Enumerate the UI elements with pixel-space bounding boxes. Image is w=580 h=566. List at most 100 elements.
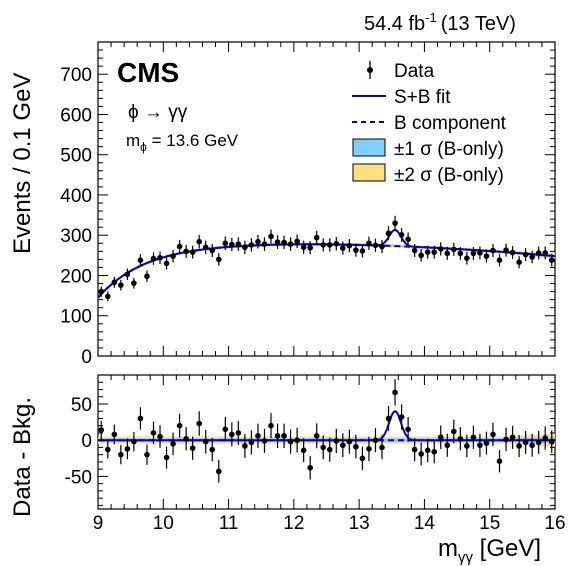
top-data-point: [477, 250, 483, 256]
top-data-point: [379, 243, 385, 250]
top-data-point: [470, 250, 477, 257]
y-axis-title-bottom: Data - Bkg.: [9, 397, 36, 517]
bottom-data-point: [385, 415, 392, 422]
y-top-tick-label: 100: [60, 307, 92, 328]
legend-label-b: B component: [394, 113, 507, 134]
legend-label-sb: S+B fit: [394, 87, 451, 108]
y-axis-title-top: Events / 0.1 GeV: [9, 73, 36, 254]
top-data-point: [529, 254, 535, 260]
top-data-point: [176, 243, 183, 250]
bottom-data-point: [392, 389, 398, 396]
axis-ticks: 9 10 11 12 13 14 15 160100200300400500600700-50…: [60, 42, 566, 534]
bottom-data-point: [104, 446, 111, 453]
x-tick-label: 14: [414, 513, 436, 534]
bottom-data-point: [242, 443, 248, 449]
legend-label-data: Data: [394, 61, 435, 82]
y-top-tick-label: 700: [60, 65, 92, 86]
top-data-point: [196, 238, 202, 245]
x-tick-label: 9: [93, 513, 104, 534]
top-data-point: [268, 233, 274, 240]
bottom-data-point: [255, 433, 261, 439]
top-data-point: [209, 247, 216, 254]
top-data-point: [496, 257, 503, 263]
top-data-point: [405, 236, 411, 243]
bottom-data-point: [326, 446, 333, 453]
top-data-point: [235, 241, 242, 247]
bottom-data-point: [176, 422, 183, 429]
x-tick-label: 11: [219, 513, 239, 534]
data-points: [98, 215, 555, 483]
top-data-point: [163, 260, 170, 267]
bottom-data-point: [548, 438, 555, 445]
bottom-data-point: [229, 431, 235, 438]
top-data-point: [522, 251, 529, 258]
bottom-data-point: [111, 431, 118, 438]
legend-sigma2-swatch: [352, 163, 386, 182]
top-data-point: [261, 241, 268, 247]
top-data-point: [300, 244, 307, 251]
bottom-data-point: [477, 442, 483, 449]
bottom-data-point: [509, 434, 516, 441]
top-data-point: [326, 242, 333, 248]
bottom-data-point: [464, 443, 470, 449]
bottom-data-point: [137, 415, 144, 422]
top-data-point: [516, 259, 522, 266]
mass-symbol: m: [126, 131, 140, 150]
y-top-tick-label: 200: [60, 266, 92, 287]
top-data-point: [359, 248, 366, 254]
bottom-data-point: [535, 439, 542, 446]
top-data-point: [431, 249, 438, 255]
top-data-point: [483, 253, 490, 259]
bottom-data-point: [418, 451, 424, 457]
top-data-point: [320, 242, 327, 248]
x-tick-label: 13: [349, 513, 370, 534]
lumi-value: 54.4 fb: [364, 13, 425, 35]
bottom-data-point: [516, 443, 522, 449]
top-data-point: [542, 250, 549, 256]
x-axis-title: mγγ [GeV]: [438, 535, 541, 566]
top-data-point: [451, 246, 457, 253]
bottom-data-point: [307, 464, 313, 471]
top-data-point: [411, 247, 418, 254]
top-data-point: [490, 247, 496, 254]
top-data-point: [104, 293, 111, 300]
bottom-data-point: [542, 435, 549, 441]
bottom-data-point: [340, 442, 346, 449]
legend-sigma1-swatch: [352, 138, 386, 157]
x-axis-symbol: m: [438, 535, 458, 562]
top-data-point: [281, 239, 287, 246]
bottom-data-point: [411, 446, 418, 453]
legend-item-sigma2: ±2 σ (B-only): [352, 163, 504, 186]
uncertainty-bands: [98, 242, 555, 447]
bottom-data-point: [268, 422, 274, 429]
bottom-data-point: [457, 435, 464, 442]
top-data-point: [183, 248, 189, 255]
x-tick-label: 10: [153, 513, 174, 534]
top-data-point: [444, 250, 451, 257]
top-panel-frame: [97, 41, 556, 357]
bottom-data-point: [333, 438, 340, 444]
bottom-data-point: [248, 439, 255, 446]
top-data-point: [215, 256, 222, 263]
top-data-point: [124, 271, 131, 278]
bottom-data-point: [157, 433, 163, 440]
top-data-point: [503, 247, 509, 253]
bottom-data-point: [209, 446, 216, 453]
top-data-point: [222, 240, 229, 247]
x-tick-label: 16: [544, 513, 565, 534]
experiment-label: CMS: [117, 57, 179, 88]
bottom-data-point: [483, 440, 490, 446]
bottom-data-point: [522, 439, 529, 446]
bottom-data-point: [313, 433, 320, 439]
bottom-data-point: [503, 436, 509, 443]
top-data-point: [189, 249, 196, 255]
bottom-data-point: [196, 420, 202, 427]
bottom-data-point: [281, 433, 287, 439]
x-tick-label: 15: [479, 513, 500, 534]
legend-item-sigma1: ±1 σ (B-only): [352, 138, 504, 160]
top-data-point: [248, 242, 255, 248]
bottom-sb-fit-curve: [98, 410, 555, 442]
process-label: ϕ → γγ: [128, 102, 188, 123]
top-data-point: [144, 273, 150, 280]
legend-item-data: Data: [367, 61, 435, 82]
